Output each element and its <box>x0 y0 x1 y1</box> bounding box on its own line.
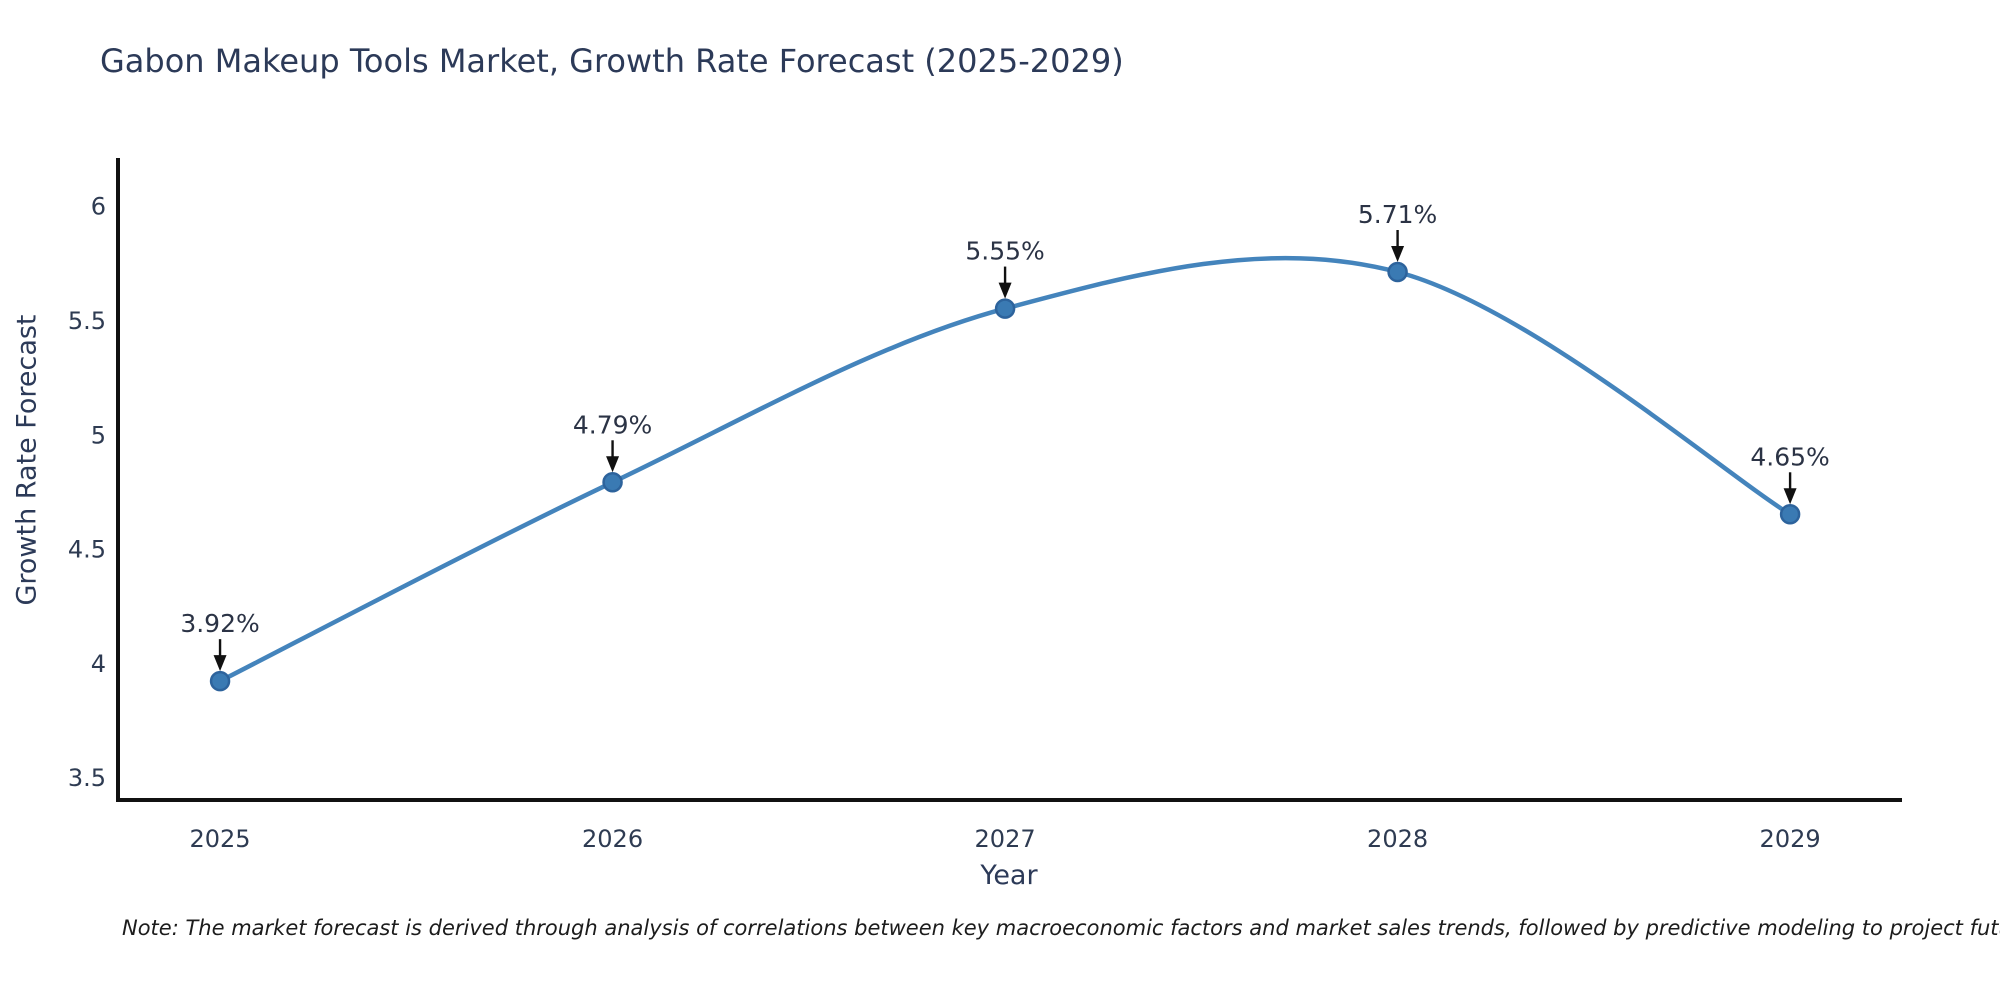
x-tick-label: 2025 <box>190 825 251 853</box>
annotation-arrowhead <box>606 456 620 473</box>
annotation-label: 4.79% <box>573 410 652 439</box>
annotation-arrowhead <box>1783 488 1797 505</box>
y-tick-label: 6 <box>91 193 106 221</box>
data-point-marker <box>602 472 623 493</box>
x-tick-label: 2029 <box>1760 825 1821 853</box>
annotation-arrowhead <box>1391 246 1405 262</box>
x-tick-label: 2026 <box>582 825 643 853</box>
y-tick-label: 4.5 <box>68 536 106 564</box>
annotation: 4.79% <box>573 410 652 473</box>
x-axis-title: Year <box>980 860 1038 891</box>
y-axis-title: Growth Rate Forecast <box>11 314 43 606</box>
chart-title: Gabon Makeup Tools Market, Growth Rate F… <box>100 42 1124 80</box>
annotation-label: 5.71% <box>1358 200 1437 229</box>
y-tick-label: 4 <box>91 650 106 678</box>
axis-lines <box>116 158 1902 802</box>
annotation-arrowhead <box>213 655 227 672</box>
series-line <box>217 255 1793 684</box>
y-tick-label: 5 <box>91 421 106 449</box>
data-point-marker <box>1387 261 1408 283</box>
annotation-label: 3.92% <box>180 609 259 638</box>
data-point-marker <box>209 670 231 692</box>
y-tick-label: 3.5 <box>68 764 106 792</box>
annotation-label: 4.65% <box>1750 442 1829 471</box>
annotation: 3.92% <box>180 609 260 672</box>
x-tick-label: 2028 <box>1367 825 1428 853</box>
annotation-label: 5.55% <box>965 237 1044 266</box>
data-point-marker <box>1779 504 1801 525</box>
annotation: 5.55% <box>965 237 1045 299</box>
footnote: Note: The market forecast is derived thr… <box>122 916 2000 940</box>
annotation-arrowhead <box>998 282 1012 299</box>
y-tick-label: 5.5 <box>68 307 106 335</box>
annotation: 4.65% <box>1750 442 1830 505</box>
annotation: 5.71% <box>1358 200 1437 262</box>
x-tick-label: 2027 <box>975 825 1036 853</box>
data-point-marker <box>994 298 1016 319</box>
